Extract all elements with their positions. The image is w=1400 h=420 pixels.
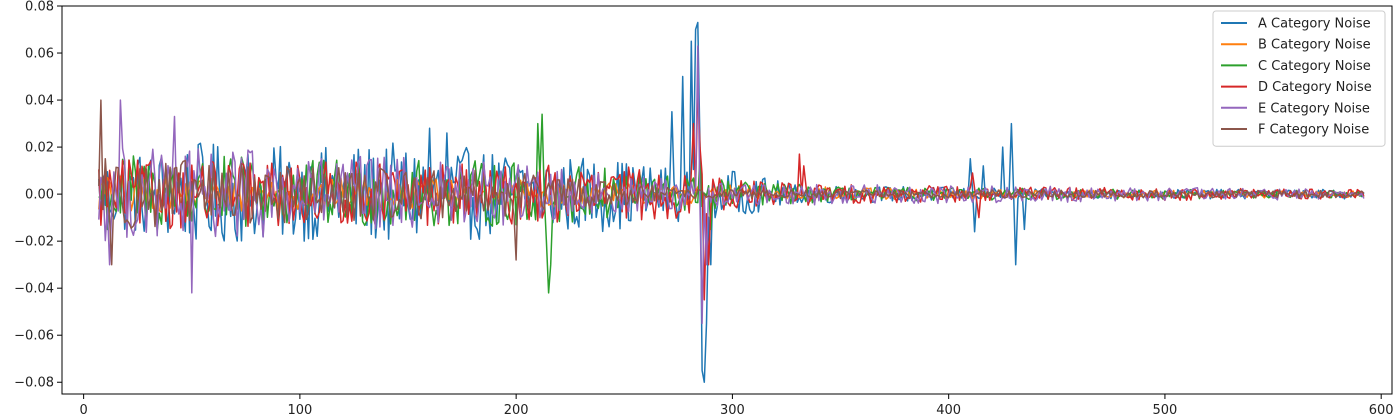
legend-label: C Category Noise	[1258, 59, 1371, 74]
series-layer	[98, 21, 1365, 383]
y-tick-label: −0.06	[14, 329, 54, 344]
y-tick-label: 0.06	[25, 47, 54, 62]
x-tick-label: 500	[1153, 403, 1178, 416]
y-tick-label: 0.02	[25, 141, 54, 156]
legend-label: A Category Noise	[1258, 17, 1371, 32]
legend-box	[1212, 10, 1386, 147]
legend-label: D Category Noise	[1258, 80, 1372, 95]
legend: A Category Noise B Category Noise C Catego…	[1212, 10, 1386, 147]
series-line-f	[98, 99, 1365, 266]
legend-label: B Category Noise	[1258, 38, 1371, 53]
y-tick-label: 0.08	[25, 0, 54, 15]
y-tick-label: −0.02	[14, 235, 54, 250]
x-tick-label: 100	[287, 403, 312, 416]
legend-label: E Category Noise	[1258, 101, 1370, 116]
plot-frame	[61, 5, 1393, 395]
y-tick-label: 0.00	[25, 188, 54, 203]
x-tick-label: 0	[79, 403, 87, 416]
x-tick-label: 300	[720, 403, 745, 416]
x-tick-label: 200	[504, 403, 529, 416]
y-tick-label: 0.04	[25, 94, 54, 109]
x-tick-label: 600	[1369, 403, 1394, 416]
x-tick-label: 400	[936, 403, 961, 416]
y-tick-label: −0.04	[14, 282, 54, 297]
axis-layer: 0 100 200 300 400 500 600 0.08 0.06 0.04 0.02 0.00 −…	[14, 0, 1394, 418]
y-tick-label: −0.08	[14, 376, 54, 391]
legend-label: F Category Noise	[1258, 123, 1369, 138]
